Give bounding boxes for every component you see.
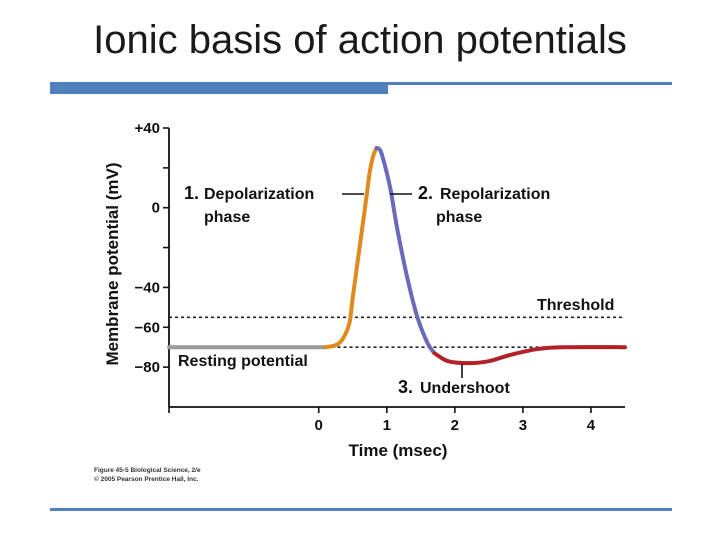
x-tick-label: 0 — [315, 417, 323, 434]
repolarization-phase-label: phase — [436, 209, 482, 226]
x-tick-label: 4 — [587, 417, 596, 434]
undershoot-curve — [432, 345, 627, 366]
y-tick-label: −80 — [135, 359, 160, 376]
figure-credit: Figure 45-5 Biological Science, 2/e © 20… — [94, 466, 201, 484]
repolarization-curve — [374, 145, 437, 356]
x-tick-label: 2 — [451, 417, 459, 434]
chart-curves — [167, 145, 627, 366]
figure-credit-line-2: © 2005 Pearson Prentice Hall, Inc. — [94, 476, 199, 483]
bottom-rule — [50, 508, 672, 511]
chart-guides — [169, 316, 625, 349]
depolarization-label: Depolarization — [204, 186, 314, 203]
slide-title: Ionic basis of action potentials — [93, 18, 627, 62]
x-axis-label: Time (msec) — [349, 441, 448, 460]
undershoot-number: 3. — [398, 377, 413, 397]
chart-tick-labels: +40 0 −40 −60 −80 0 1 2 3 4 — [135, 120, 596, 434]
x-tick-label: 3 — [519, 417, 527, 434]
depolarization-number: 1. — [184, 183, 199, 203]
y-tick-label: 0 — [152, 200, 160, 217]
repolarization-label: Repolarization — [440, 186, 550, 203]
undershoot-label: Undershoot — [420, 380, 510, 397]
threshold-label: Threshold — [537, 297, 614, 314]
y-tick-label: −40 — [135, 279, 160, 296]
x-tick-label: 1 — [383, 417, 391, 434]
y-tick-label: +40 — [135, 120, 160, 137]
y-tick-label: −60 — [135, 319, 160, 336]
repolarization-number: 2. — [418, 183, 433, 203]
figure-credit-line-1: Figure 45-5 Biological Science, 2/e — [94, 467, 201, 474]
depolarization-phase-label: phase — [204, 209, 250, 226]
title-rule-accent — [50, 82, 388, 94]
chart-axes — [163, 127, 625, 413]
resting-potential-label: Resting potential — [178, 353, 308, 370]
y-axis-label: Membrane potential (mV) — [103, 162, 122, 365]
depolarization-curve — [323, 145, 379, 350]
